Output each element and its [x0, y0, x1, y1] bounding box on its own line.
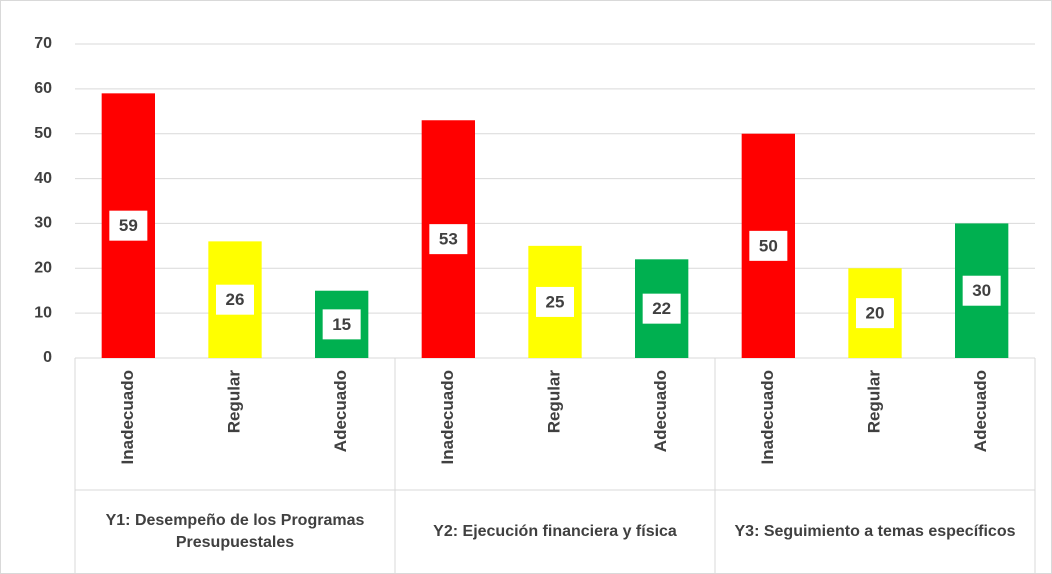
data-label: 26 — [226, 290, 245, 309]
y-tick-label: 40 — [34, 170, 52, 187]
group-label: Y3: Seguimiento a temas específicos — [734, 522, 1016, 540]
y-tick-label: 60 — [34, 80, 52, 97]
x-tick-label: Inadecuado — [438, 370, 457, 464]
group-label: Y2: Ejecución financiera y física — [433, 522, 677, 540]
data-label: 30 — [972, 281, 991, 300]
y-tick-label: 0 — [43, 349, 52, 366]
group-label-box: Y1: Desempeño de los Programas Presupues… — [105, 511, 365, 551]
data-label: 15 — [332, 315, 351, 334]
data-label-box — [109, 210, 148, 241]
data-label: 50 — [759, 236, 778, 255]
x-tick-label: Regular — [224, 370, 243, 434]
group-label-box: Y3: Seguimiento a temas específicos — [734, 522, 1016, 540]
data-label: 22 — [652, 299, 671, 318]
data-label-box — [642, 293, 681, 324]
y-tick-label: 50 — [34, 125, 52, 142]
group-label-box: Y2: Ejecución financiera y física — [433, 522, 677, 540]
data-label-box — [856, 298, 894, 329]
data-label: 59 — [119, 216, 138, 235]
y-tick-label: 70 — [34, 35, 52, 52]
x-tick-label: Regular — [544, 370, 563, 434]
data-label: 53 — [439, 230, 458, 249]
y-tick-label: 30 — [34, 215, 52, 232]
y-tick-label: 20 — [34, 260, 52, 277]
x-tick-label: Adecuado — [971, 370, 990, 452]
data-label-box — [749, 230, 788, 261]
x-tick-label: Adecuado — [651, 370, 670, 452]
group-label: Y1: Desempeño de los Programas Presupues… — [105, 511, 365, 551]
data-label-box — [536, 286, 574, 317]
x-tick-label: Inadecuado — [758, 370, 777, 464]
data-label-box — [216, 284, 254, 315]
x-tick-label: Adecuado — [331, 370, 350, 452]
data-label-box — [429, 224, 468, 255]
data-label: 25 — [546, 292, 565, 311]
x-tick-label: Inadecuado — [118, 370, 137, 464]
data-label-box — [962, 275, 1001, 306]
x-tick-label: Regular — [864, 370, 883, 434]
data-label: 20 — [866, 304, 885, 323]
y-tick-label: 10 — [34, 304, 52, 321]
data-label-box — [322, 309, 361, 340]
